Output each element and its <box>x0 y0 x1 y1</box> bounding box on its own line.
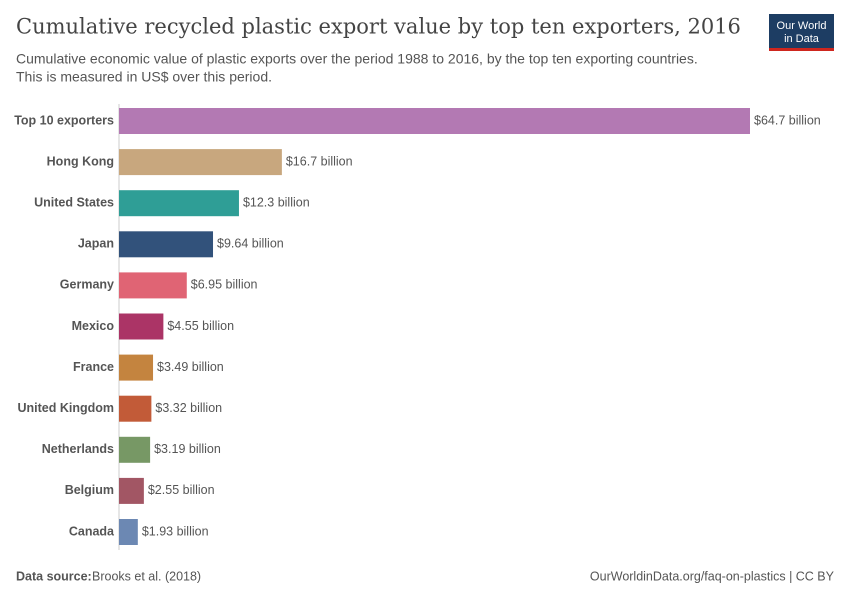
value-label: $6.95 billion <box>191 278 258 292</box>
value-label: $16.7 billion <box>286 154 353 168</box>
value-label: $64.7 billion <box>754 113 821 127</box>
value-label: $3.49 billion <box>157 360 224 374</box>
category-label: Top 10 exporters <box>14 113 114 127</box>
value-label: $3.19 billion <box>154 442 221 456</box>
bar <box>119 272 187 299</box>
url[interactable]: OurWorldinData.org/faq-on-plastics | CC … <box>590 569 835 583</box>
bar <box>119 108 750 134</box>
category-label: France <box>73 360 114 374</box>
logo-stripe <box>769 48 834 51</box>
source: Brooks et al. (2018) <box>92 569 201 583</box>
chart-title: Cumulative recycled plastic export value… <box>16 15 741 39</box>
category-label: United States <box>34 195 114 209</box>
category-label: Hong Kong <box>47 154 114 168</box>
bar <box>119 149 282 176</box>
logo-text: Our World <box>777 20 827 32</box>
logo-text: in Data <box>784 33 820 45</box>
bar <box>119 395 152 422</box>
bar <box>119 519 138 545</box>
value-label: $9.64 billion <box>217 237 284 251</box>
value-label: $4.55 billion <box>167 319 234 333</box>
category-label: Japan <box>78 237 114 251</box>
bar <box>119 354 154 381</box>
value-label: $2.55 billion <box>148 483 215 497</box>
source-label: Data source: <box>16 569 92 583</box>
subtitle: Cumulative economic value of plastic exp… <box>16 51 698 67</box>
category-label: Netherlands <box>42 442 114 456</box>
category-label: Mexico <box>72 319 115 333</box>
bar <box>119 231 214 258</box>
value-label: $1.93 billion <box>142 524 209 538</box>
category-label: Belgium <box>65 483 114 497</box>
bar <box>119 477 144 504</box>
category-label: United Kingdom <box>17 401 114 415</box>
value-label: $12.3 billion <box>243 195 310 209</box>
value-label: $3.32 billion <box>155 401 222 415</box>
category-label: Germany <box>60 278 114 292</box>
bar <box>119 190 239 217</box>
logo[interactable]: Our World in Data <box>769 14 834 51</box>
logo-box <box>769 14 834 50</box>
subtitle: This is measured in US$ over this period… <box>16 69 272 85</box>
bar <box>119 436 151 463</box>
bar <box>119 313 164 340</box>
category-label: Canada <box>69 524 115 538</box>
